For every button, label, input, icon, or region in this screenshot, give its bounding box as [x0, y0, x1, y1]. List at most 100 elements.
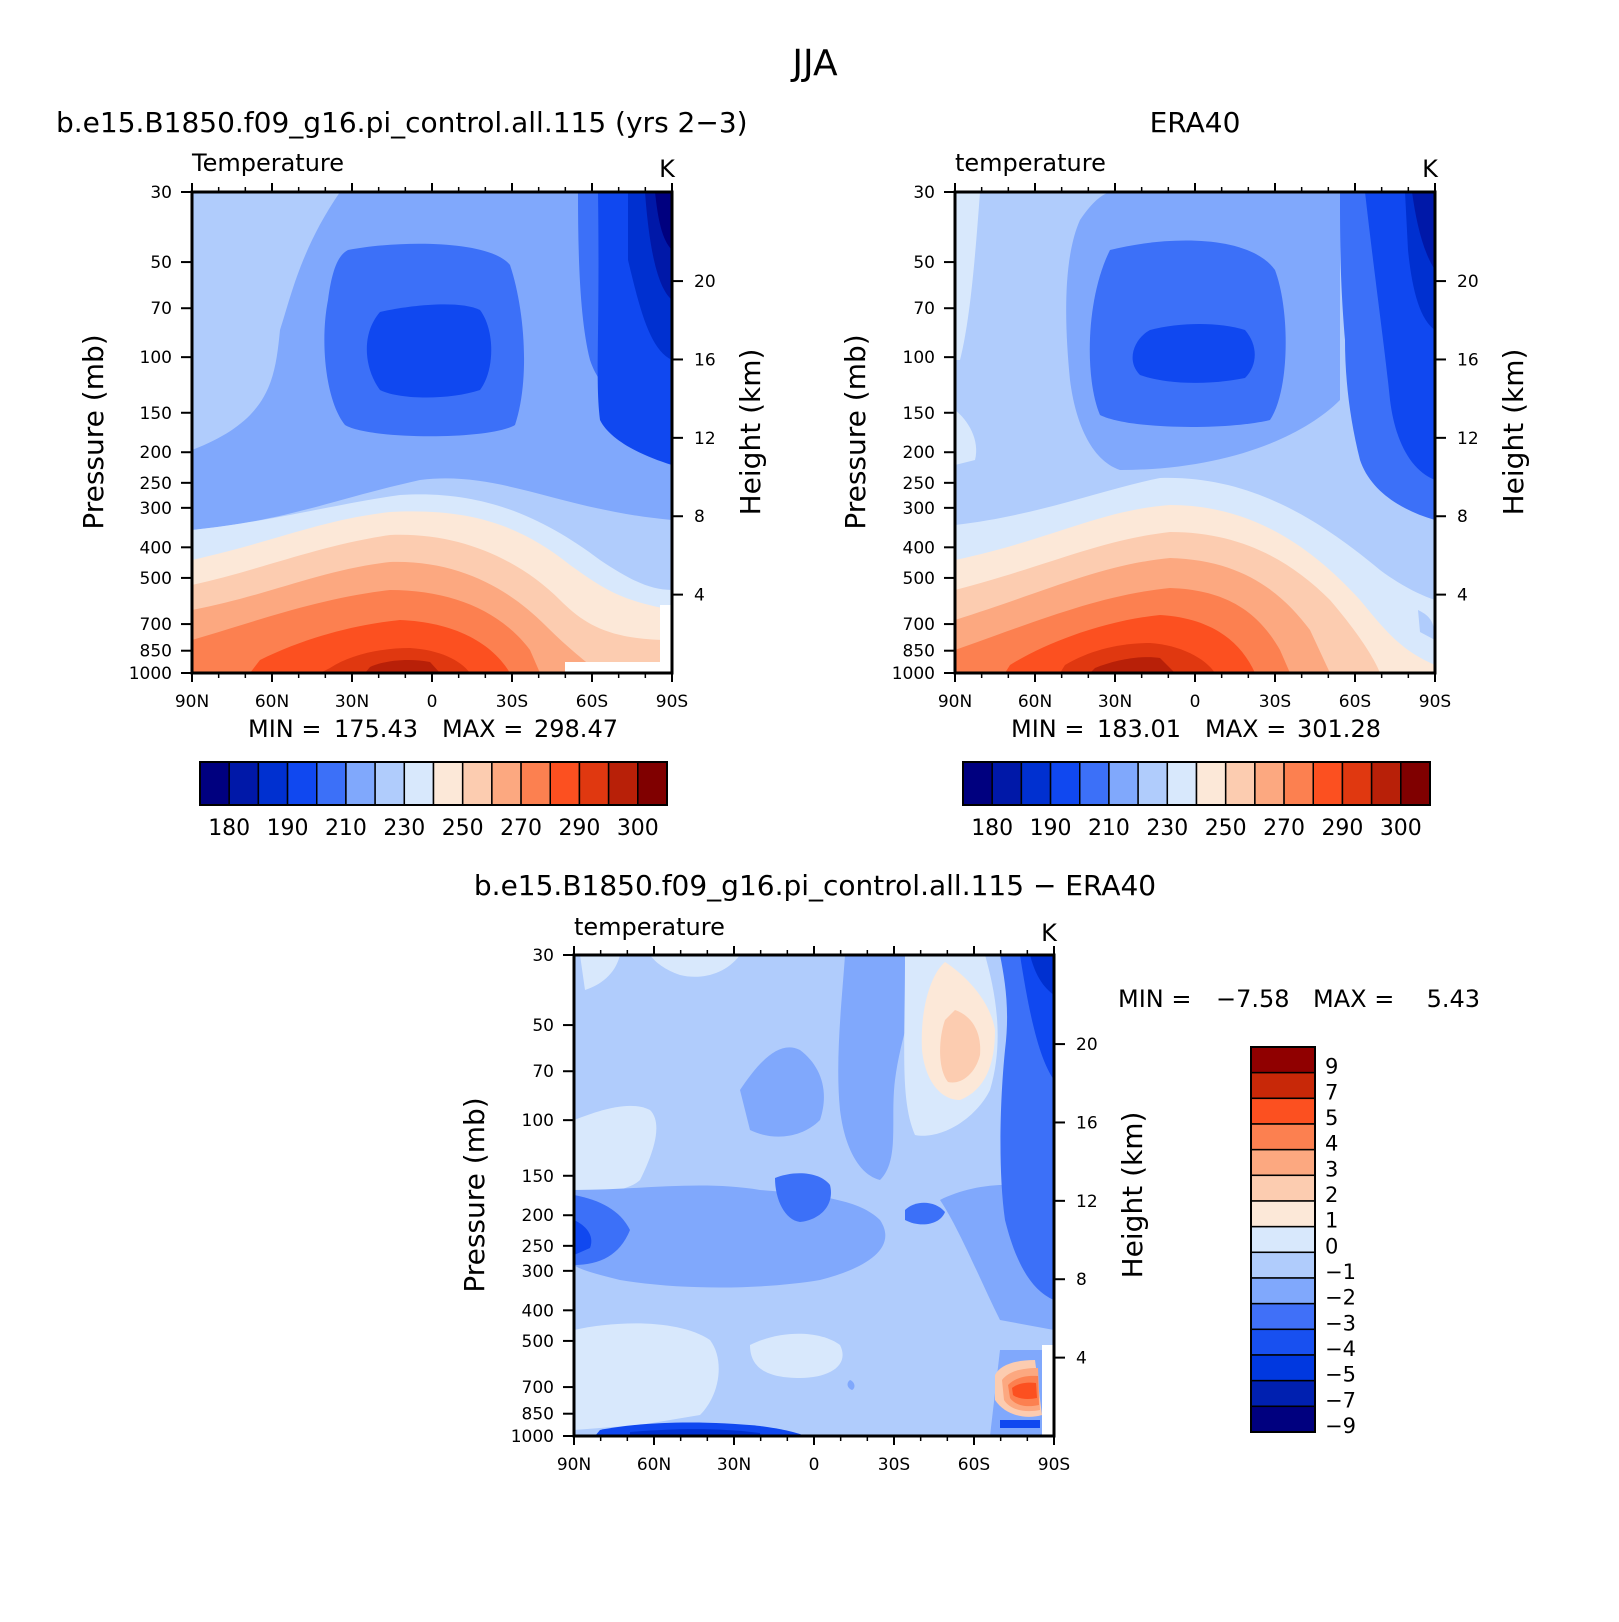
- y-tick-label: 1000: [892, 664, 935, 684]
- x-tick-label: 90S: [1419, 692, 1451, 712]
- colorbar-swatch: [257, 761, 289, 806]
- y-tick-label: 200: [140, 443, 172, 463]
- panel-model-min-label: MIN =: [248, 715, 321, 743]
- contour-band: [955, 192, 980, 360]
- colorbar-frame: [1250, 1046, 1316, 1433]
- y-tick-label: 300: [903, 499, 935, 519]
- colorbar-swatch: [1108, 761, 1139, 806]
- panel-era40-max-label: MAX =: [1205, 715, 1286, 743]
- colorbar-label: 290: [1321, 816, 1363, 841]
- panel-difference-ylabel: Pressure (mb): [458, 1097, 491, 1292]
- panel-model-ylabel: Pressure (mb): [77, 334, 110, 529]
- contour-band: [574, 1105, 657, 1195]
- colorbar-swatch: [1020, 761, 1052, 806]
- contour-band: [1000, 1420, 1040, 1428]
- y-tick-label: 250: [522, 1237, 554, 1257]
- y-tick-label: 100: [522, 1111, 554, 1131]
- x-tick-label: 30N: [335, 692, 369, 712]
- contour-band: [580, 955, 620, 990]
- colorbar-label: 270: [500, 816, 542, 841]
- missing-data: [1042, 1345, 1054, 1436]
- y-tick-label: 400: [140, 538, 172, 558]
- y2-tick-label: 8: [1076, 1270, 1087, 1290]
- colorbar-label: 190: [267, 816, 309, 841]
- panel-era40-max: 301.28: [1297, 715, 1381, 743]
- colorbar-swatch: [991, 761, 1023, 806]
- colorbar-label: 250: [442, 816, 484, 841]
- contour-band: [630, 1429, 760, 1436]
- colorbar-label: 0: [1325, 1234, 1338, 1258]
- y-tick-label: 850: [522, 1405, 554, 1425]
- colorbar-swatch: [1166, 761, 1198, 806]
- colorbar-swatch: [1250, 1225, 1316, 1254]
- y-tick-label: 30: [532, 946, 554, 966]
- contour-band: [955, 410, 977, 465]
- colorbar-swatch: [461, 761, 493, 806]
- colorbar-swatch: [345, 761, 376, 806]
- y-tick-label: 70: [913, 299, 935, 319]
- y2-tick-label: 20: [1076, 1035, 1098, 1055]
- x-tick-label: 60N: [637, 1455, 671, 1475]
- colorbar-label: −7: [1325, 1388, 1356, 1412]
- x-tick-label: 90N: [175, 692, 209, 712]
- contour-band: [655, 192, 672, 250]
- panel-difference-max: 5.43: [1427, 985, 1480, 1013]
- x-tick-label: 60N: [1018, 692, 1052, 712]
- y2-tick-label: 16: [1076, 1113, 1098, 1133]
- colorbar-label: −4: [1325, 1337, 1356, 1361]
- panel-model-units: K: [659, 155, 676, 183]
- y-tick-label: 400: [522, 1301, 554, 1321]
- contour-band: [1090, 657, 1175, 673]
- colorbar-label: −5: [1325, 1363, 1356, 1387]
- y2-tick-label: 4: [1457, 586, 1468, 606]
- x-tick-label: 90S: [656, 692, 688, 712]
- panel-era40-contours: [955, 192, 1435, 673]
- colorbar-swatch: [578, 761, 610, 806]
- colorbar-label: 230: [1146, 816, 1188, 841]
- colorbar-swatch: [491, 761, 522, 806]
- colorbar-label: 9: [1325, 1055, 1338, 1079]
- y2-tick-label: 20: [1457, 272, 1479, 292]
- panel-era40-title: ERA40: [1150, 106, 1241, 139]
- panel-difference-min-label: MIN =: [1118, 985, 1191, 1013]
- contour-band: [940, 1010, 981, 1083]
- contour-band: [838, 955, 925, 1180]
- panel-era40-min-label: MIN =: [1011, 715, 1084, 743]
- y-tick-label: 150: [522, 1167, 554, 1187]
- colorbar-swatch: [1254, 761, 1285, 806]
- colorbar-label: 190: [1030, 816, 1072, 841]
- panel-era40-axes: 90N 60N 30N 0 30S 60S 90S 30 50 70 100 150 200 250 300…: [892, 183, 1479, 712]
- y2-tick-label: 12: [694, 429, 716, 449]
- panel-era40-ylabel: Pressure (mb): [839, 334, 872, 529]
- y-tick-label: 300: [140, 499, 172, 519]
- colorbar-swatch: [228, 761, 260, 806]
- colorbar-swatch: [1370, 761, 1402, 806]
- colorbar-swatch: [1250, 1302, 1316, 1331]
- y2-tick-label: 20: [694, 272, 716, 292]
- panel-difference: b.e15.B1850.f09_g16.pi_control.all.115 −…: [458, 869, 1480, 1475]
- y2-tick-label: 4: [1076, 1349, 1087, 1369]
- y-tick-label: 200: [903, 443, 935, 463]
- x-tick-label: 30N: [717, 1455, 751, 1475]
- colorbar-swatch: [1250, 1328, 1316, 1356]
- colorbar-swatch: [1224, 761, 1256, 806]
- y2-tick-label: 12: [1076, 1192, 1098, 1212]
- y-tick-label: 500: [140, 569, 172, 589]
- colorbar-swatch: [1250, 1071, 1316, 1100]
- contour-band: [1030, 955, 1054, 995]
- x-tick-label: 60N: [255, 692, 289, 712]
- y-tick-label: 1000: [129, 664, 172, 684]
- contour-band: [650, 955, 740, 977]
- missing-data: [660, 605, 672, 673]
- x-tick-label: 0: [1190, 692, 1201, 712]
- panel-model-axes: 90N 60N 30N 0 30S 60S 90S 30 50 70 100 150 200 250 300…: [129, 183, 716, 712]
- colorbar-label: 180: [971, 816, 1013, 841]
- panel-era40-units: K: [1422, 155, 1439, 183]
- contour-band: [1412, 192, 1435, 270]
- y-tick-label: 700: [903, 615, 935, 635]
- colorbar-swatch: [1341, 761, 1373, 806]
- y-tick-label: 50: [532, 1016, 554, 1036]
- panel-era40-colorbar: 180 190 210 230 250 270 290 300: [962, 761, 1431, 841]
- colorbar-swatch: [1250, 1200, 1316, 1228]
